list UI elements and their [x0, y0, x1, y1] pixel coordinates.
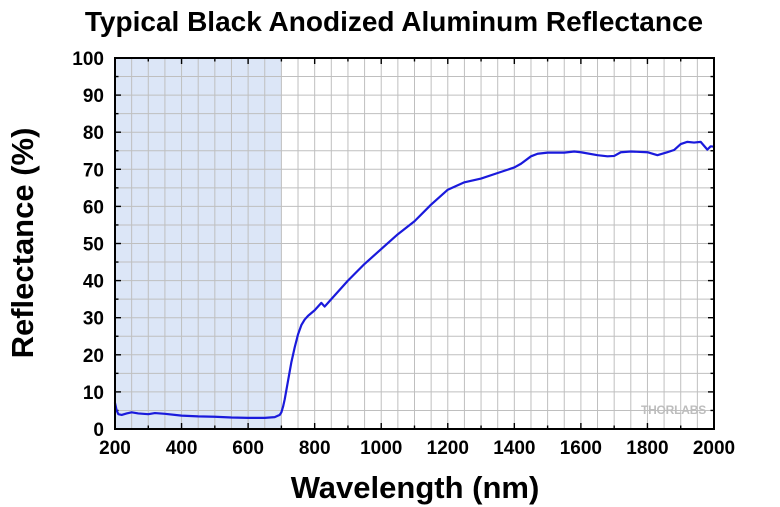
y-tick-label: 100 [72, 49, 104, 70]
series-line-reflectance [113, 140, 716, 419]
y-tick-label: 50 [83, 235, 104, 256]
x-axis-label: Wavelength (nm) [291, 470, 540, 505]
x-tick-label: 2000 [693, 438, 735, 459]
y-tick-label: 90 [83, 86, 104, 107]
y-tick-label: 60 [83, 197, 104, 218]
y-tick-labels: 0 10 20 30 40 50 60 70 80 90 100 [72, 49, 104, 441]
plot-frame [114, 57, 715, 430]
y-tick-label: 20 [83, 346, 104, 367]
x-tick-label: 1200 [427, 438, 469, 459]
grid-lines [115, 58, 714, 429]
y-axis-label: Reflectance (%) [5, 128, 40, 359]
x-tick-label: 1800 [626, 438, 668, 459]
x-tick-label: 800 [299, 438, 331, 459]
y-tick-label: 10 [83, 383, 104, 404]
x-tick-label: 1600 [560, 438, 602, 459]
y-tick-label: 0 [93, 420, 104, 441]
chart-title: Typical Black Anodized Aluminum Reflecta… [85, 6, 703, 37]
x-tick-label: 200 [99, 438, 131, 459]
y-tick-label: 30 [83, 309, 104, 330]
thorlabs-watermark: THORLABS [641, 403, 706, 417]
x-tick-label: 1000 [360, 438, 402, 459]
y-tick-label: 70 [83, 160, 104, 181]
y-tick-label: 40 [83, 272, 104, 293]
x-tick-label: 400 [166, 438, 198, 459]
x-tick-label: 1400 [493, 438, 535, 459]
x-tick-labels: 200 400 600 800 1000 1200 1400 1600 1800 2000 [99, 438, 735, 459]
x-tick-label: 600 [232, 438, 264, 459]
y-tick-label: 80 [83, 123, 104, 144]
